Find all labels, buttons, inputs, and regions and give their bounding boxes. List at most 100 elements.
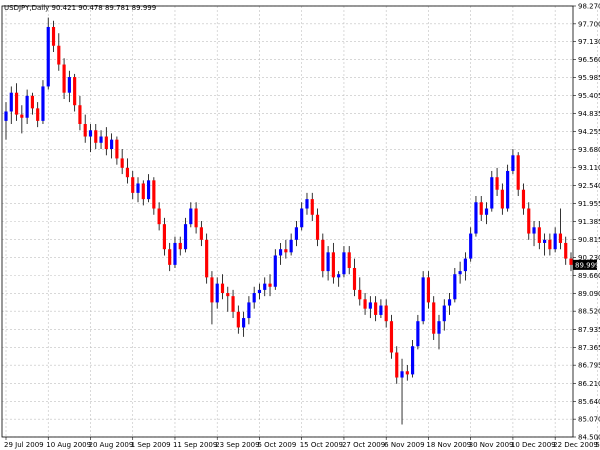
price-tick-label: 85.070 xyxy=(578,416,600,424)
candle xyxy=(384,299,388,328)
candle xyxy=(226,286,230,312)
candle-body xyxy=(78,105,82,125)
candle-body xyxy=(553,233,557,250)
candle-body xyxy=(73,77,77,106)
time-tick-label: 30 Nov 2009 xyxy=(469,441,514,449)
candle-body xyxy=(30,95,34,109)
candle-body xyxy=(331,252,335,278)
candle xyxy=(463,252,467,281)
candle-body xyxy=(257,289,262,294)
candle-body xyxy=(421,277,425,322)
candle-body xyxy=(99,136,103,143)
candle-body xyxy=(226,293,230,297)
candle-body xyxy=(120,158,124,168)
candle xyxy=(294,221,299,247)
candle-body xyxy=(442,305,446,322)
time-tick-label: 5 Oct 2009 xyxy=(257,441,296,449)
candle-body xyxy=(278,249,283,256)
candle xyxy=(278,242,283,265)
candle xyxy=(558,208,563,250)
candle-body xyxy=(300,208,304,228)
candle-body xyxy=(500,189,504,209)
time-tick-label: 29 Jul 2009 xyxy=(4,441,44,449)
candle-body xyxy=(247,302,251,319)
candle-body xyxy=(432,302,436,334)
candle xyxy=(257,283,262,300)
candle xyxy=(115,136,119,165)
price-tick-label: 87.935 xyxy=(578,326,600,334)
candle xyxy=(416,314,420,350)
candle xyxy=(36,102,40,128)
candle xyxy=(352,258,357,297)
candle-body xyxy=(342,252,346,275)
candle xyxy=(527,202,531,240)
price-tick-label: 89.660 xyxy=(578,272,600,280)
plot-frame xyxy=(1,5,574,438)
candle-body xyxy=(374,302,378,315)
candle xyxy=(284,239,288,259)
candle-body xyxy=(447,299,452,306)
candle xyxy=(173,236,177,268)
time-tick-label: 6 Nov 2009 xyxy=(384,441,424,449)
candle-body xyxy=(199,227,203,240)
candle xyxy=(268,274,272,297)
candle-body xyxy=(506,170,510,209)
price-tick-label: 86.210 xyxy=(578,380,600,388)
candle-body xyxy=(189,208,193,225)
candle xyxy=(310,192,314,222)
candle-body xyxy=(152,180,156,209)
candle xyxy=(94,124,98,150)
candle-body xyxy=(46,26,50,87)
candle xyxy=(442,299,446,331)
candle xyxy=(162,217,166,256)
candle-body xyxy=(363,299,367,309)
candle-body xyxy=(252,293,256,303)
candle xyxy=(347,246,351,275)
candle xyxy=(252,286,256,309)
candle-body xyxy=(236,311,240,328)
candle-body xyxy=(347,252,351,268)
candle xyxy=(289,233,293,256)
candle-body xyxy=(511,155,515,171)
candle-body xyxy=(210,277,214,303)
candle xyxy=(426,271,431,309)
candle-body xyxy=(20,114,24,118)
candle xyxy=(553,227,557,253)
candle xyxy=(537,221,541,250)
candle xyxy=(484,202,489,225)
price-tick-label: 87.365 xyxy=(578,344,600,352)
candle-body xyxy=(94,130,98,143)
candle xyxy=(25,89,29,125)
candle xyxy=(157,202,161,231)
candle xyxy=(432,296,436,340)
candle xyxy=(564,236,568,265)
candle xyxy=(469,227,473,262)
candle xyxy=(125,158,130,184)
candle xyxy=(315,208,320,247)
candle xyxy=(178,236,182,256)
candle xyxy=(120,149,124,175)
candle xyxy=(57,33,61,71)
candle xyxy=(20,105,24,134)
candle xyxy=(73,73,77,112)
candle-body xyxy=(395,352,399,378)
candle-body xyxy=(273,255,277,287)
candle-body xyxy=(110,139,114,150)
price-tick-label: 90.815 xyxy=(578,236,600,244)
candle-body xyxy=(321,239,325,272)
candle xyxy=(511,149,515,175)
candle xyxy=(189,202,193,228)
price-tick-label: 91.955 xyxy=(578,200,600,208)
candle xyxy=(194,202,198,234)
price-tick-label: 88.520 xyxy=(578,308,600,316)
candle xyxy=(146,174,151,203)
candle-body xyxy=(326,252,330,272)
candle-body xyxy=(25,95,29,118)
candle-body xyxy=(437,321,441,334)
candle-body xyxy=(125,167,130,178)
candle xyxy=(337,271,341,287)
candle-body xyxy=(183,224,188,250)
candle xyxy=(242,311,246,337)
